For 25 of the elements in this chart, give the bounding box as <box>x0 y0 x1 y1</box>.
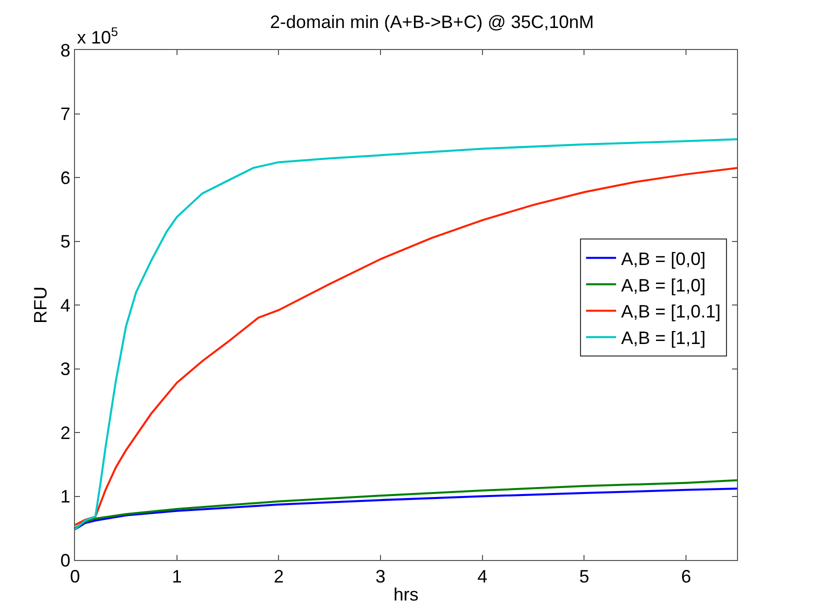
legend-label: A,B = [1,1] <box>621 328 706 348</box>
x-tick-label: 6 <box>681 566 692 587</box>
legend-label: A,B = [1,0.1] <box>621 302 721 322</box>
x-tick-label: 5 <box>579 566 590 587</box>
y-tick-label: 3 <box>60 359 70 380</box>
y-tick-label: 0 <box>60 550 70 570</box>
x-tick-label: 3 <box>376 566 386 587</box>
y-tick-label: 1 <box>60 486 70 507</box>
x-tick-label: 2 <box>274 566 284 587</box>
line-series <box>75 488 737 530</box>
text: x 10$^{5}$ <box>77 25 118 48</box>
x-tick-label: 1 <box>172 566 182 587</box>
y-tick-label: 6 <box>60 168 70 188</box>
line-series <box>75 479 737 530</box>
y-tick-label: 8 <box>60 40 70 60</box>
y-tick-label: 2 <box>60 422 70 443</box>
y-tick-label: 7 <box>60 104 70 124</box>
legend-label: A,B = [0,0] <box>621 248 706 269</box>
y-tick-label: 5 <box>60 232 70 252</box>
y-axis-title: RFU <box>30 286 51 324</box>
legend-label: A,B = [1,0] <box>621 275 706 296</box>
x-tick-label: 4 <box>477 566 488 587</box>
y-tick-label: 4 <box>60 295 70 316</box>
x-axis-title: hrs <box>393 584 419 605</box>
chart-title: 2-domain min (A+B->B+C) @ 35C,10nM <box>270 12 594 32</box>
